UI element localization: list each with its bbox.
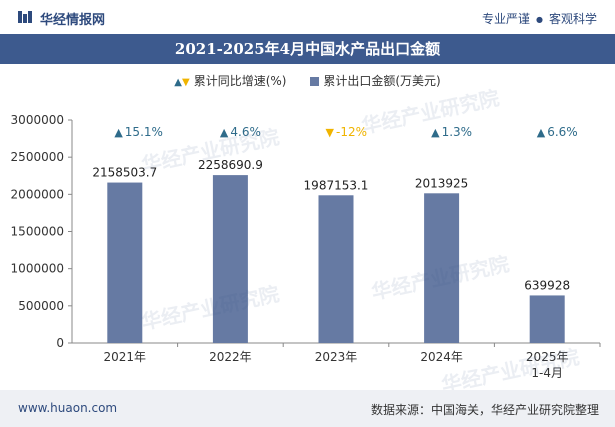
growth-value-label: -12% [336,125,367,139]
bar-value-label: 2013925 [415,176,468,190]
triangle-up-icon: ▲ [114,126,123,139]
x-tick-label: 2021年 [104,350,147,364]
y-tick-label: 2000000 [11,187,64,201]
triangle-up-icon: ▲ [220,126,229,139]
bar-5 [529,295,565,343]
chart-legend: ▲▼ 累计同比增速(%) 累计出口金额(万美元) [0,72,615,92]
x-tick-label: 2023年 [315,350,358,364]
brand-name: 华经情报网 [40,13,106,28]
x-tick-label-line: 2021年 [104,350,147,364]
bar-1 [107,182,143,343]
growth-value-label: 1.3% [442,125,473,139]
x-tick-label-line: 2023年 [315,350,358,364]
legend-item-export: 累计出口金额(万美元) [310,72,441,89]
legend-swatch-export [310,77,320,86]
y-tick-label: 1000000 [11,262,64,276]
triangle-down-icon: ▼ [326,126,335,139]
triangle-up-icon: ▲ [174,77,182,88]
bar-chart: 0 500000 1000000 1500000 2000000 2500000 30000… [11,113,601,380]
legend-label-growth: 累计同比增速(%) [193,74,287,88]
bar-4 [424,193,460,343]
x-tick-label-line: 1-4月 [531,366,563,380]
triangle-up-icon: ▲ [537,126,546,139]
brand-logo-icon [18,11,32,23]
top-bar: 华经情报网 专业严谨 ● 客观科学 [0,0,615,34]
triangle-up-icon: ▲ [431,126,440,139]
growth-value-label: 15.1% [125,125,163,139]
slogan-right: 客观科学 [548,12,597,26]
x-tick-label: 2025年 1-4月 [526,350,569,380]
growth-value-label: 6.6% [547,125,578,139]
y-tick-label: 2500000 [11,150,64,164]
x-tick-label-line: 2022年 [209,350,252,364]
y-tick-label: 1500000 [11,225,64,239]
y-tick-label: 0 [56,336,64,350]
growth-value-label: 4.6% [230,125,261,139]
slogan-left: 专业严谨 [481,12,530,26]
y-tick-label: 3000000 [11,113,64,127]
chart-title: 2021-2025年4月中国水产品出口金额 [0,34,615,64]
bar-value-label: 2158503.7 [92,166,157,180]
bar-2 [212,175,248,343]
legend-label-export: 累计出口金额(万美元) [323,74,441,88]
x-tick-label-line: 2024年 [420,350,463,364]
bar-3 [318,195,354,343]
x-tick-label: 2024年 [420,350,463,364]
triangle-down-icon: ▼ [182,77,190,88]
footer: www.huaon.com 数据来源：中国海关，华经产业研究院整理 [0,390,615,427]
slogan: 专业严谨 ● 客观科学 [482,10,597,27]
bar-value-label: 639928 [524,278,570,292]
bar-value-label: 1987153.1 [304,178,369,192]
y-tick-label: 500000 [18,299,64,313]
footer-site-link[interactable]: www.huaon.com [18,401,118,415]
slogan-dot-icon: ● [536,15,543,24]
footer-source: 数据来源：中国海关，华经产业研究院整理 [370,403,599,417]
x-tick-label-line: 2025年 [526,350,569,364]
legend-item-growth: ▲▼ 累计同比增速(%) [174,72,286,89]
bar-value-label: 2258690.9 [198,158,263,172]
x-tick-label: 2022年 [209,350,252,364]
